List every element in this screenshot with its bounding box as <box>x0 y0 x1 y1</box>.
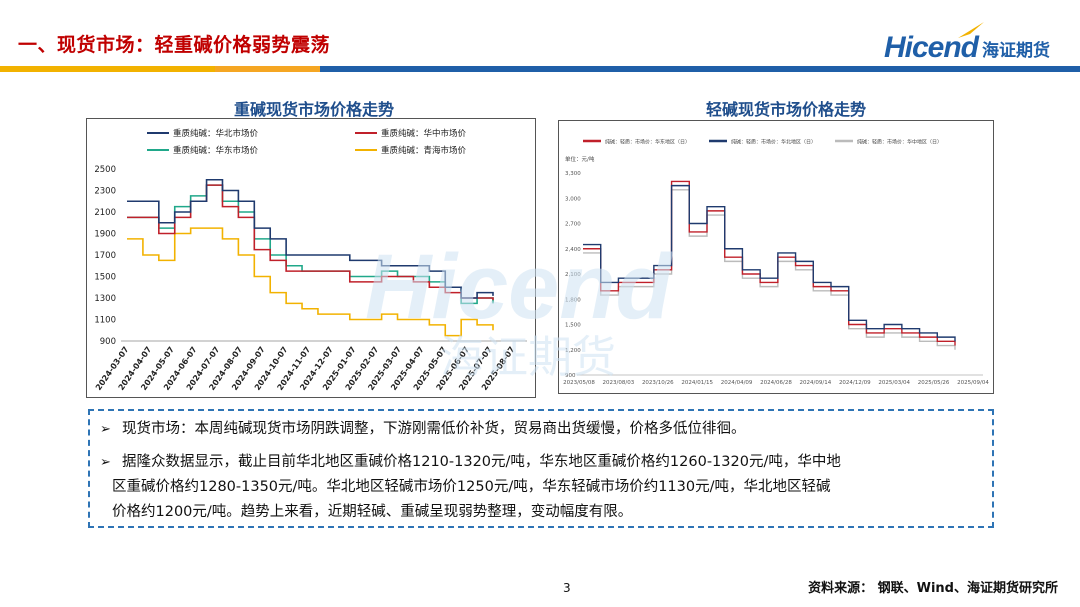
y-tick-label: 900 <box>565 373 576 379</box>
legend-label: 纯碱：轻质：市场价：华北地区（日） <box>731 139 816 146</box>
note-text: 区重碱价格约1280-1350元/吨。华北地区轻碱市场价1250元/吨，华东轻碱… <box>112 479 831 495</box>
y-tick-label: 3,000 <box>565 196 581 202</box>
note-line-2: ➢ 据隆众数据显示，截止目前华北地区重碱价格1210-1320元/吨，华东地区重碱… <box>100 450 841 475</box>
legend-label: 纯碱：轻质：市场价：华中地区（日） <box>857 139 942 146</box>
legend-label: 重质纯碱：华中市场价 <box>381 128 467 139</box>
header-bar-blue <box>320 66 1080 72</box>
y-tick-label: 1500 <box>94 273 116 283</box>
x-tick-label: 2024/12/09 <box>839 380 871 386</box>
series-line <box>127 178 494 299</box>
source-note: 资料来源： 钢联、Wind、海证期货研究所 <box>808 581 1058 596</box>
x-tick-label: 2024/01/15 <box>681 380 713 386</box>
y-tick-label: 900 <box>100 337 116 347</box>
note-text: 据隆众数据显示，截止目前华北地区重碱价格1210-1320元/吨，华东地区重碱价… <box>122 454 841 470</box>
x-tick-label: 2024/09/14 <box>800 380 832 386</box>
logo-cn: 海证期货 <box>982 40 1050 61</box>
bullet-arrow-icon: ➢ <box>100 422 111 437</box>
y-tick-label: 1900 <box>94 230 116 240</box>
series-line <box>583 184 956 342</box>
x-tick-label: 2025/05/26 <box>918 380 950 386</box>
note-line-4: 价格约1200元/吨。趋势上来看，近期轻碱、重碱呈现弱势整理，变动幅度有限。 <box>112 500 632 525</box>
legend-label: 纯碱：轻质：市场价：华东地区（日） <box>605 139 690 146</box>
y-tick-label: 2300 <box>94 187 116 197</box>
y-tick-label: 1100 <box>94 316 116 326</box>
chart-title-light: 轻碱现货市场价格走势 <box>706 100 867 119</box>
header-bar-yellow <box>0 66 215 72</box>
page-number: 3 <box>563 581 571 595</box>
logo-bird-icon <box>957 22 984 38</box>
chart-light: 纯碱：轻质：市场价：华东地区（日） 纯碱：轻质：市场价：华北地区（日） 纯碱：轻质：… <box>563 139 989 387</box>
series-line <box>127 184 494 301</box>
x-tick-label: 2025/03/04 <box>878 380 910 386</box>
x-tick-label: 2023/08/03 <box>603 380 635 386</box>
x-tick-label: 2024/04/09 <box>721 380 753 386</box>
legend-label: 重质纯碱：华北市场价 <box>173 128 259 139</box>
chart-title-heavy: 重碱现货市场价格走势 <box>234 100 395 119</box>
x-tick-label: 2023/10/26 <box>642 380 674 386</box>
note-line-3: 区重碱价格约1280-1350元/吨。华北地区轻碱市场价1250元/吨，华东轻碱… <box>112 475 831 500</box>
y-tick-label: 3,300 <box>565 171 581 177</box>
x-tick-label: 2025/09/04 <box>957 380 989 386</box>
series-line <box>583 180 956 346</box>
y-tick-label: 1700 <box>94 251 116 261</box>
y-tick-label: 1,500 <box>565 323 581 329</box>
series-line <box>583 189 956 350</box>
unit-label: 单位：元/吨 <box>565 155 595 163</box>
note-text: 价格约1200元/吨。趋势上来看，近期轻碱、重碱呈现弱势整理，变动幅度有限。 <box>112 504 633 520</box>
company-logo: Hicend 海证期货 <box>883 22 1050 66</box>
header-bar-orange <box>215 66 320 72</box>
y-tick-label: 2100 <box>94 208 116 218</box>
legend-label: 重质纯碱：青海市场价 <box>381 145 467 156</box>
logo-text: Hicend <box>883 31 979 64</box>
page-title: 一、现货市场：轻重碱价格弱势震荡 <box>18 34 331 56</box>
series-line <box>127 227 494 337</box>
note-line-1: ➢ 现货市场：本周纯碱现货市场阴跌调整，下游刚需低价补货，贸易商出货缓慢，价格多低… <box>100 417 746 442</box>
note-text: 现货市场：本周纯碱现货市场阴跌调整，下游刚需低价补货，贸易商出货缓慢，价格多低位… <box>122 421 746 437</box>
y-tick-label: 1,200 <box>565 348 581 354</box>
y-tick-label: 2,100 <box>565 272 581 278</box>
y-tick-label: 1,800 <box>565 297 581 303</box>
y-tick-label: 2,700 <box>565 222 581 228</box>
y-tick-label: 1300 <box>94 294 116 304</box>
y-tick-label: 2500 <box>94 165 116 175</box>
y-tick-label: 2,400 <box>565 247 581 253</box>
legend-label: 重质纯碱：华东市场价 <box>173 145 259 156</box>
chart-heavy-frame: 重质纯碱：华北市场价 重质纯碱：华中市场价重质纯碱：华东市场价 重质纯碱：青海市场价… <box>86 118 536 398</box>
chart-light-frame: 纯碱：轻质：市场价：华东地区（日） 纯碱：轻质：市场价：华北地区（日） 纯碱：轻质：… <box>558 120 994 394</box>
notes-box: ➢ 现货市场：本周纯碱现货市场阴跌调整，下游刚需低价补货，贸易商出货缓慢，价格多低… <box>88 409 994 528</box>
x-tick-label: 2023/05/08 <box>563 380 595 386</box>
series-line <box>127 184 494 305</box>
x-tick-label: 2024/06/28 <box>760 380 792 386</box>
bullet-arrow-icon: ➢ <box>100 455 111 470</box>
